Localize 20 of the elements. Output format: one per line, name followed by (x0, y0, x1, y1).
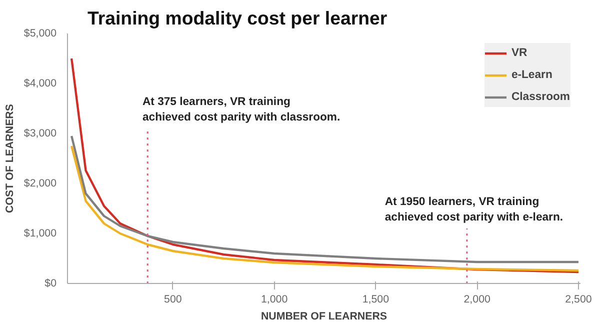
y-tick-label: $1,000 (24, 228, 57, 240)
y-axis-title: COST OF LEARNERS (4, 104, 16, 213)
y-tick-label: $3,000 (24, 128, 57, 140)
annotation: At 375 learners, VR training achieved cost parity with classroom. (142, 96, 340, 124)
x-tick-label: 2,500 (565, 294, 592, 306)
x-axis-title: NUMBER OF LEARNERS (260, 310, 388, 322)
line-series (70, 57, 580, 274)
y-tick-label: $2,000 (24, 178, 57, 190)
x-tick-label: 1,000 (260, 294, 288, 306)
x-tick-label: 1,500 (362, 294, 390, 306)
y-tick-label: $0 (44, 278, 57, 290)
legend-label: VR (511, 47, 528, 59)
chart-title: Training modality cost per learner (88, 8, 388, 28)
legend-label: e-Learn (511, 69, 552, 81)
legend-label: Classroom (511, 91, 570, 103)
x-tick-label: 500 (164, 294, 182, 306)
y-tick-label: $4,000 (24, 78, 57, 90)
x-tick-label: 2,000 (464, 294, 490, 306)
y-tick-label: $5,000 (24, 28, 57, 40)
annotation: At 1950 learners, VR training achieved cost parity with e-learn. (384, 196, 564, 224)
